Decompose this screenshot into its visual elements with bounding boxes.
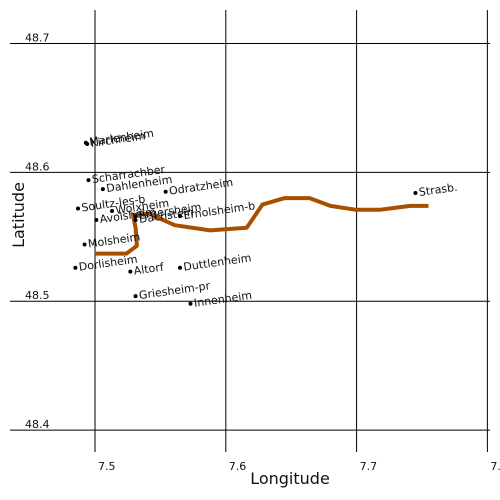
town-point xyxy=(163,189,168,194)
town-point xyxy=(82,242,87,247)
y-tick-label: 48.4 xyxy=(25,418,50,431)
x-tick-label: 7.8 xyxy=(490,460,500,473)
town-point xyxy=(85,142,90,147)
x-tick-label: 7.7 xyxy=(360,460,378,473)
town-point xyxy=(133,214,138,219)
town-label: Odratzheim xyxy=(168,176,234,198)
town-point xyxy=(76,206,81,211)
y-tick-label: 48.6 xyxy=(25,160,50,173)
town-point xyxy=(100,187,105,192)
town-point xyxy=(110,209,115,214)
town-label: Kirchheim xyxy=(90,129,146,150)
town-point xyxy=(94,218,99,223)
town-point xyxy=(73,265,78,270)
town-point xyxy=(128,269,133,274)
y-tick-label: 48.7 xyxy=(25,32,50,45)
town-label: Altorf xyxy=(133,260,166,277)
town-point xyxy=(178,265,183,270)
town-point xyxy=(133,218,138,223)
town-point xyxy=(178,214,183,219)
town-label: Duttlenheim xyxy=(183,251,253,273)
town-point xyxy=(188,301,193,306)
x-tick-label: 7.6 xyxy=(229,460,247,473)
x-axis-label: Longitude xyxy=(250,469,330,488)
town-point xyxy=(413,190,418,195)
y-tick-label: 48.5 xyxy=(25,289,50,302)
town-point xyxy=(133,294,138,299)
town-point xyxy=(86,178,91,183)
town-label: Strasb. xyxy=(418,181,458,199)
route-line xyxy=(95,196,429,256)
y-axis-label: Latitude xyxy=(9,182,28,248)
x-tick-label: 7.5 xyxy=(98,460,116,473)
